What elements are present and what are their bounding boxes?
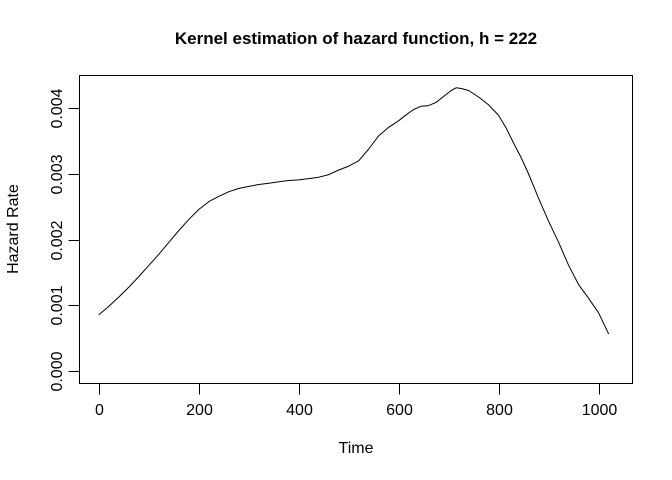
y-tick-label: 0.000 (49, 351, 66, 391)
y-tick-label: 0.002 (49, 220, 66, 260)
plot-box (79, 75, 633, 384)
y-axis-label: Hazard Rate (5, 184, 22, 274)
x-tick-label: 400 (286, 402, 313, 419)
chart-title: Kernel estimation of hazard function, h … (174, 29, 538, 48)
x-tick-label: 1000 (582, 402, 618, 419)
hazard-curve (98, 87, 609, 335)
y-tick-label: 0.003 (49, 154, 66, 194)
x-tick-label: 200 (186, 402, 213, 419)
y-tick-label: 0.001 (49, 285, 66, 325)
x-tick-label: 800 (486, 402, 513, 419)
x-axis-label: Time (338, 440, 374, 457)
x-tick-label: 600 (386, 402, 413, 419)
y-tick-label: 0.004 (49, 88, 66, 128)
x-tick-label: 0 (95, 402, 104, 419)
